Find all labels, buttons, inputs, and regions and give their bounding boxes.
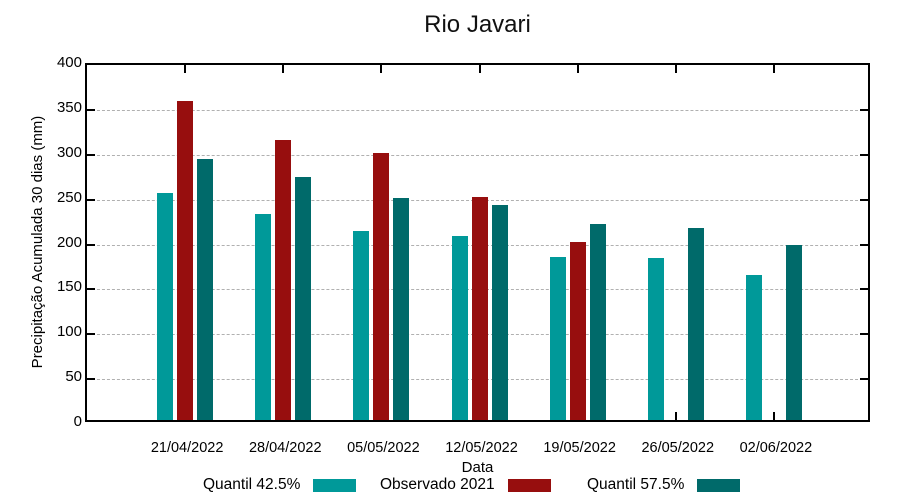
x-tick-mark	[184, 65, 187, 73]
x-tick-mark	[674, 412, 677, 420]
bar-quantil-57-5-	[197, 159, 214, 420]
y-tick-mark	[87, 333, 95, 336]
legend: Quantil 42.5% Observado 2021 Quantil 57.…	[0, 476, 900, 496]
x-tick-label: 02/06/2022	[739, 440, 813, 456]
x-tick-label: 12/05/2022	[445, 440, 518, 456]
x-tick-label: 05/05/2022	[347, 440, 420, 456]
bar-observado-2021	[471, 196, 488, 420]
x-tick-label: 21/04/2022	[150, 440, 224, 456]
y-tick-label: 300	[56, 143, 82, 161]
chart-title: Rio Javari	[424, 11, 531, 38]
bar-quantil-42-5-	[451, 236, 468, 420]
x-tick-label: 28/04/2022	[248, 440, 322, 456]
x-tick-label: 19/05/2022	[543, 440, 616, 456]
bar-quantil-42-5-	[255, 213, 272, 420]
bar-quantil-57-5-	[491, 204, 508, 420]
x-tick-mark	[380, 65, 383, 73]
plot-area	[85, 63, 870, 422]
y-tick-label: 50	[65, 368, 82, 386]
bar-quantil-42-5-	[745, 275, 762, 420]
y-tick-mark	[860, 153, 868, 156]
x-tick-mark	[478, 65, 481, 73]
bar-quantil-57-5-	[393, 197, 410, 420]
bar-quantil-42-5-	[353, 230, 370, 420]
y-tick-label: 200	[56, 233, 82, 251]
legend-entry: Observado 2021	[380, 476, 551, 494]
legend-swatch	[313, 478, 357, 492]
y-tick-mark	[860, 108, 868, 111]
gridline	[87, 154, 868, 156]
x-axis-label: Data	[461, 459, 494, 476]
bar-quantil-57-5-	[589, 223, 606, 420]
y-tick-label: 100	[56, 323, 82, 341]
y-tick-label: 0	[73, 413, 82, 430]
y-tick-mark	[860, 243, 868, 246]
legend-label: Quantil 42.5%	[203, 476, 301, 493]
x-tick-mark	[576, 65, 579, 73]
y-tick-mark	[87, 288, 95, 291]
bar-quantil-57-5-	[295, 177, 312, 420]
bar-observado-2021	[569, 241, 586, 420]
legend-label: Quantil 57.5%	[587, 476, 685, 493]
bar-observado-2021	[177, 101, 194, 420]
y-tick-mark	[860, 378, 868, 381]
bar-quantil-57-5-	[785, 245, 802, 420]
bar-quantil-57-5-	[687, 228, 704, 420]
x-tick-mark	[772, 65, 775, 73]
y-tick-mark	[87, 198, 95, 201]
y-tick-mark	[860, 288, 868, 291]
y-tick-mark	[87, 153, 95, 156]
y-tick-mark	[87, 243, 95, 246]
y-tick-label: 250	[56, 188, 82, 206]
y-tick-label: 350	[56, 98, 82, 116]
bar-quantil-42-5-	[549, 256, 566, 420]
bar-observado-2021	[275, 139, 292, 420]
bar-quantil-42-5-	[647, 258, 664, 420]
legend-label: Observado 2021	[380, 476, 495, 493]
y-tick-mark	[87, 378, 95, 381]
legend-swatch	[697, 478, 741, 492]
x-tick-mark	[674, 65, 677, 73]
x-tick-label: 26/05/2022	[641, 440, 715, 456]
x-tick-mark	[772, 412, 775, 420]
bar-observado-2021	[373, 153, 390, 420]
y-tick-label: 150	[56, 278, 82, 296]
bar-quantil-42-5-	[157, 193, 174, 420]
gridline	[87, 109, 868, 111]
legend-entry: Quantil 42.5%	[203, 476, 357, 494]
y-tick-mark	[87, 108, 95, 111]
y-tick-mark	[860, 333, 868, 336]
y-tick-mark	[860, 198, 868, 201]
legend-swatch	[507, 478, 551, 492]
y-tick-label: 400	[56, 54, 82, 71]
x-tick-mark	[282, 65, 285, 73]
legend-entry: Quantil 57.5%	[587, 476, 741, 494]
